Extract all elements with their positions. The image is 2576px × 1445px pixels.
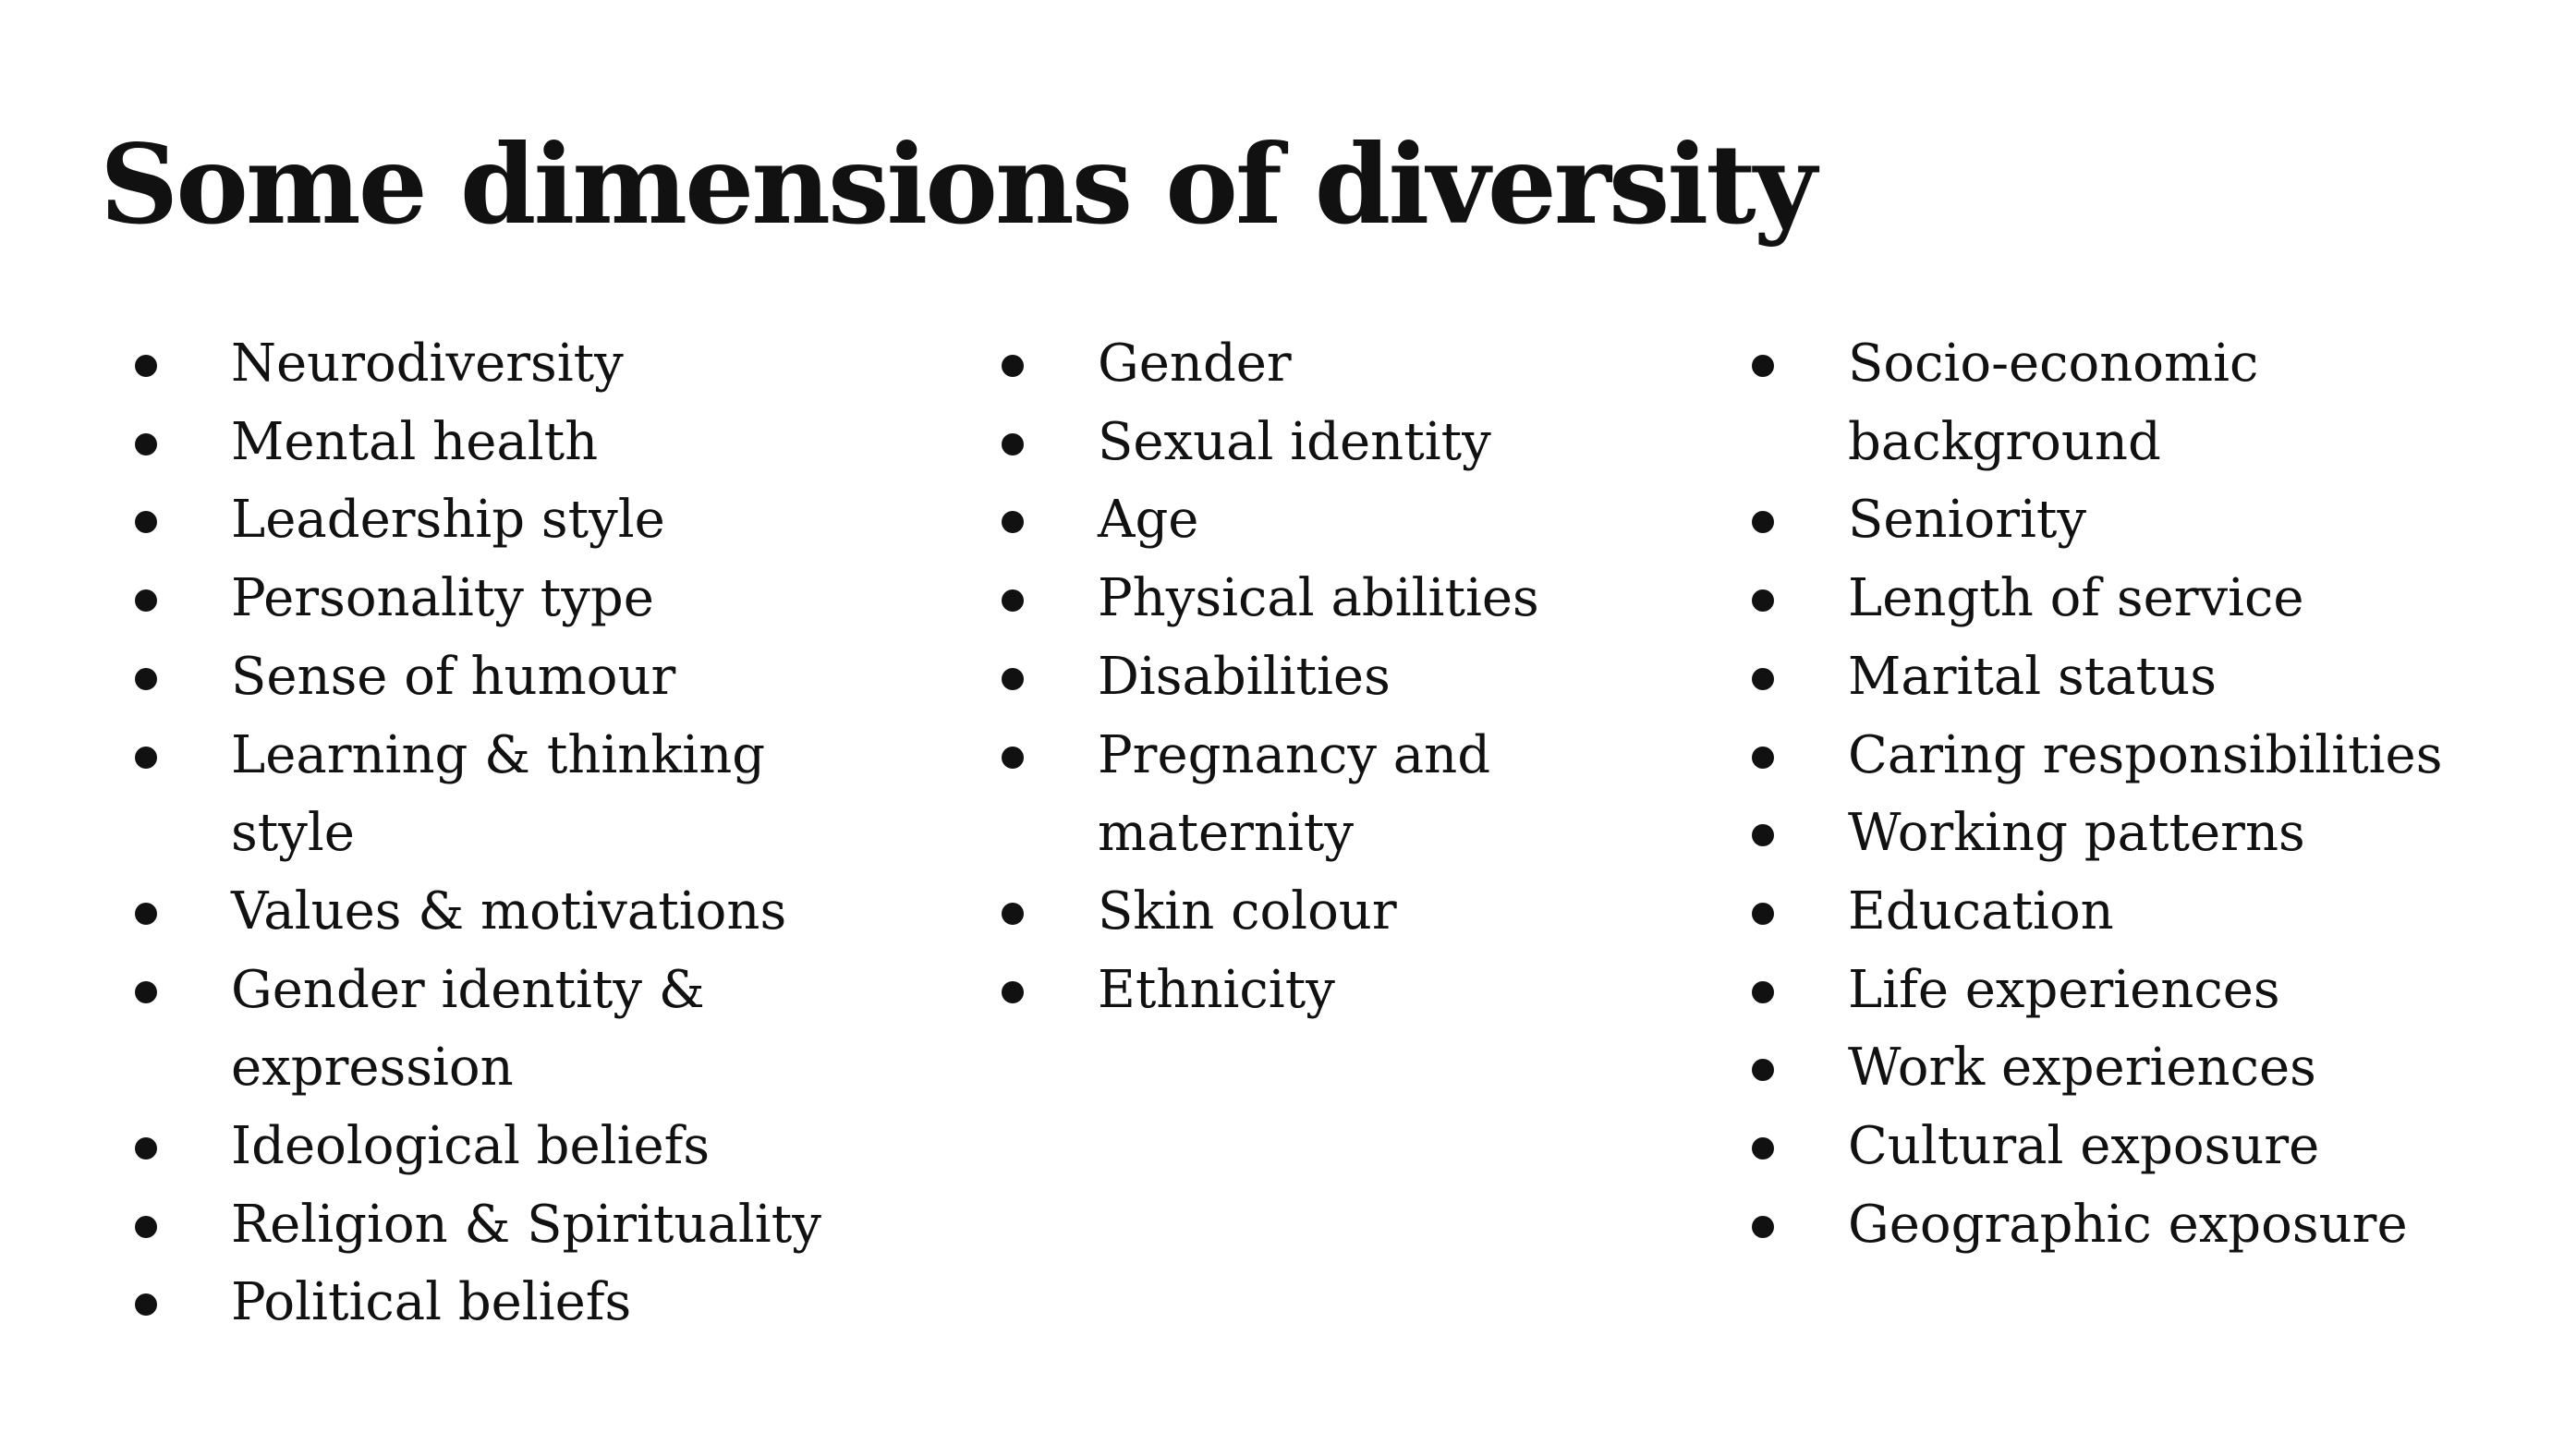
bullet-icon [1002,746,1024,769]
list-item-label: Sense of humour [231,646,676,707]
list-item: Skin colour [990,873,1628,952]
list-item: Ideological beliefs [124,1108,891,1186]
list-item-label: Mental health [231,411,599,472]
list-item-label: Caring responsibilities [1848,724,2443,785]
list-item: Pregnancy and maternity [990,717,1628,873]
list-item: Gender [990,325,1628,404]
list-item: Disabilities [990,638,1628,717]
list-item-label: Leadership style [231,490,665,551]
list-item-label: Length of service [1848,568,2304,629]
list-item-label: Seniority [1848,490,2087,551]
diversity-list-column-1: Neurodiversity Mental health Leadership … [124,325,891,1342]
bullet-icon [1752,902,1774,925]
list-item-label: Marital status [1848,646,2217,707]
list-item: Length of service [1741,560,2554,638]
list-item: Learning & thinking style [124,717,891,873]
list-item-label: Socio-economic background [1848,334,2259,472]
list-item-label: Ideological beliefs [231,1116,711,1177]
bullet-icon [135,1293,157,1317]
bullet-icon [135,902,157,925]
list-item-label: Physical abilities [1098,568,1539,629]
bullet-icon [1002,980,1024,1003]
bullet-icon [135,980,157,1003]
bullet-icon [1752,511,1774,534]
list-item: Neurodiversity [124,325,891,404]
list-item: Age [990,481,1628,560]
list-item-label: Life experiences [1848,959,2280,1020]
bullet-icon [1752,667,1774,690]
diversity-list-column-2: Gender Sexual identity Age Physical abil… [990,325,1628,1029]
diversity-list-column-3: Socio-economic background Seniority Leng… [1741,325,2554,1264]
bullet-icon [1002,432,1024,455]
list-item-label: Skin colour [1098,880,1397,941]
list-item: Marital status [1741,638,2554,717]
list-item: Work experiences [1741,1029,2554,1108]
list-item-label: Disabilities [1098,646,1391,707]
list-item-label: Learning & thinking style [231,724,766,864]
list-item-label: Cultural exposure [1848,1116,2320,1177]
bullet-icon [1752,1059,1774,1082]
list-item-label: Geographic exposure [1848,1194,2408,1255]
list-item: Mental health [124,404,891,482]
bullet-icon [1002,667,1024,690]
list-item: Political beliefs [124,1264,891,1342]
list-item-label: Pregnancy and maternity [1098,724,1491,864]
bullet-icon [135,667,157,690]
list-item-label: Age [1098,490,1199,551]
list-item: Physical abilities [990,560,1628,638]
list-item: Ethnicity [990,952,1628,1030]
bullet-icon [1002,589,1024,613]
list-item: Geographic exposure [1741,1186,2554,1265]
list-item: Working patterns [1741,795,2554,873]
list-item: Cultural exposure [1741,1108,2554,1186]
list-item-label: Personality type [231,568,654,629]
list-item: Caring responsibilities [1741,717,2554,795]
list-item: Sense of humour [124,638,891,717]
slide-title: Some dimensions of diversity [100,120,1817,249]
list-item: Personality type [124,560,891,638]
bullet-icon [1002,355,1024,377]
list-item: Values & motivations [124,873,891,952]
list-item: Gender identity & expression [124,952,891,1108]
bullet-icon [135,511,157,534]
list-item: Leadership style [124,481,891,560]
bullet-icon [1752,355,1774,377]
bullet-icon [1752,1137,1774,1160]
list-item-label: Values & motivations [231,880,787,941]
list-item-label: Religion & Spirituality [231,1194,821,1255]
list-item: Religion & Spirituality [124,1186,891,1265]
list-item: Life experiences [1741,952,2554,1030]
bullet-icon [135,1215,157,1238]
list-item-label: Neurodiversity [231,334,624,394]
list-item: Sexual identity [990,404,1628,482]
bullet-icon [1752,589,1774,613]
bullet-icon [135,746,157,769]
bullet-icon [135,1137,157,1160]
list-item: Education [1741,873,2554,952]
bullet-icon [135,589,157,613]
bullet-icon [1752,746,1774,769]
bullet-icon [135,432,157,455]
list-item-label: Education [1848,880,2114,941]
bullet-icon [1002,511,1024,534]
list-item-label: Working patterns [1848,803,2305,864]
list-item-label: Gender identity & expression [231,959,705,1099]
bullet-icon [1752,1215,1774,1238]
list-item-label: Gender [1098,334,1292,394]
bullet-icon [1002,902,1024,925]
bullet-icon [1752,980,1774,1003]
list-item-label: Political beliefs [231,1272,632,1333]
list-item: Seniority [1741,481,2554,560]
list-item-label: Sexual identity [1098,411,1491,472]
list-item-label: Work experiences [1848,1038,2316,1099]
bullet-icon [135,355,157,377]
list-item-label: Ethnicity [1098,959,1335,1020]
bullet-icon [1752,824,1774,847]
list-item: Socio-economic background [1741,325,2554,481]
